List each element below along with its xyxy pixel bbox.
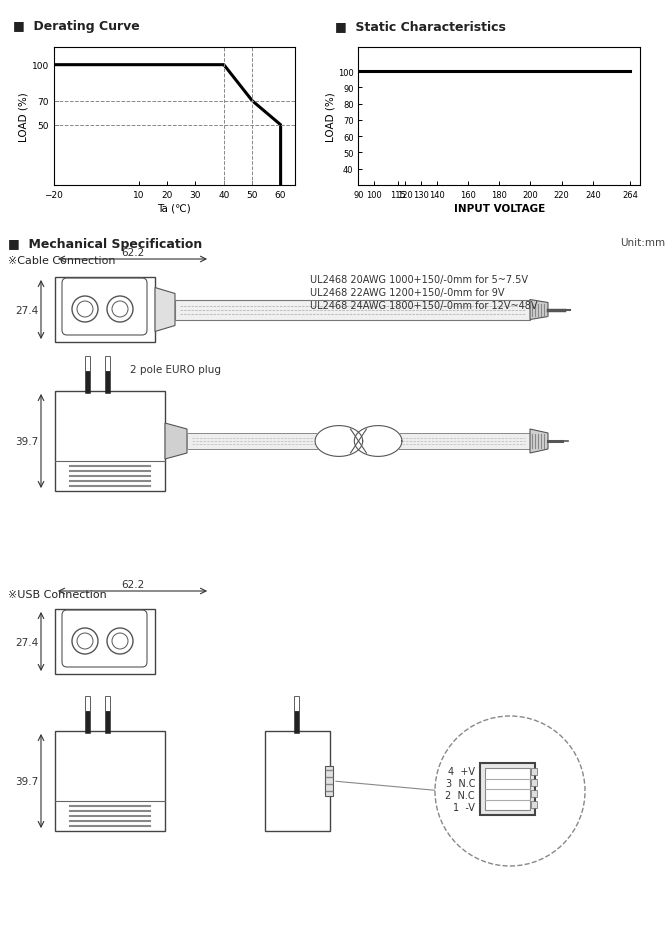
Bar <box>531 779 537 786</box>
Circle shape <box>77 302 93 318</box>
Circle shape <box>72 297 98 323</box>
Text: ※Cable Connection: ※Cable Connection <box>8 256 115 266</box>
Text: UL2468 20AWG 1000+150/-0mm for 5~7.5V: UL2468 20AWG 1000+150/-0mm for 5~7.5V <box>310 275 528 285</box>
Text: ■  Mechanical Specification: ■ Mechanical Specification <box>8 238 202 250</box>
Bar <box>531 768 537 775</box>
Text: 62.2: 62.2 <box>121 580 144 589</box>
Bar <box>55 391 165 491</box>
Circle shape <box>112 302 128 318</box>
Text: UL2468 22AWG 1200+150/-0mm for 9V: UL2468 22AWG 1200+150/-0mm for 9V <box>310 288 505 298</box>
Text: 4  +V: 4 +V <box>448 766 475 776</box>
Text: Unit:mm: Unit:mm <box>620 238 665 248</box>
Bar <box>531 790 537 797</box>
Text: ※USB Connection: ※USB Connection <box>8 589 107 600</box>
Y-axis label: LOAD (%): LOAD (%) <box>325 91 335 142</box>
Text: 3  N.C: 3 N.C <box>446 778 475 788</box>
Polygon shape <box>155 288 175 332</box>
Polygon shape <box>530 429 548 453</box>
Bar <box>325 766 333 796</box>
Text: 62.2: 62.2 <box>121 248 144 258</box>
Bar <box>55 731 165 831</box>
Text: 39.7: 39.7 <box>15 776 38 786</box>
Text: 39.7: 39.7 <box>15 437 38 446</box>
Text: 1  -V: 1 -V <box>453 803 475 812</box>
Bar <box>175 300 530 320</box>
Circle shape <box>77 633 93 649</box>
Text: ■  Static Characteristics: ■ Static Characteristics <box>335 21 506 33</box>
Text: 27.4: 27.4 <box>15 637 38 646</box>
Polygon shape <box>165 424 187 460</box>
Bar <box>265 731 330 831</box>
Text: 27.4: 27.4 <box>15 306 38 315</box>
X-axis label: INPUT VOLTAGE: INPUT VOLTAGE <box>454 204 545 213</box>
Polygon shape <box>315 426 362 457</box>
Text: 2 pole EURO plug: 2 pole EURO plug <box>130 365 221 374</box>
Bar <box>187 433 530 449</box>
Circle shape <box>112 633 128 649</box>
Bar <box>485 768 530 810</box>
Bar <box>480 764 535 815</box>
X-axis label: Ta (℃): Ta (℃) <box>157 204 191 213</box>
Circle shape <box>435 716 585 866</box>
Text: ■  Derating Curve: ■ Derating Curve <box>13 21 140 33</box>
Text: 2  N.C: 2 N.C <box>446 790 475 801</box>
Polygon shape <box>354 426 402 457</box>
Bar <box>531 802 537 808</box>
Y-axis label: LOAD (%): LOAD (%) <box>19 91 29 142</box>
Bar <box>55 278 155 343</box>
Text: USB  TypeA: USB TypeA <box>480 728 539 738</box>
Bar <box>55 609 155 674</box>
Polygon shape <box>530 300 548 320</box>
Circle shape <box>107 628 133 654</box>
Circle shape <box>72 628 98 654</box>
Text: UL2468 24AWG 1800+150/-0mm for 12V~48V: UL2468 24AWG 1800+150/-0mm for 12V~48V <box>310 301 537 310</box>
Circle shape <box>107 297 133 323</box>
